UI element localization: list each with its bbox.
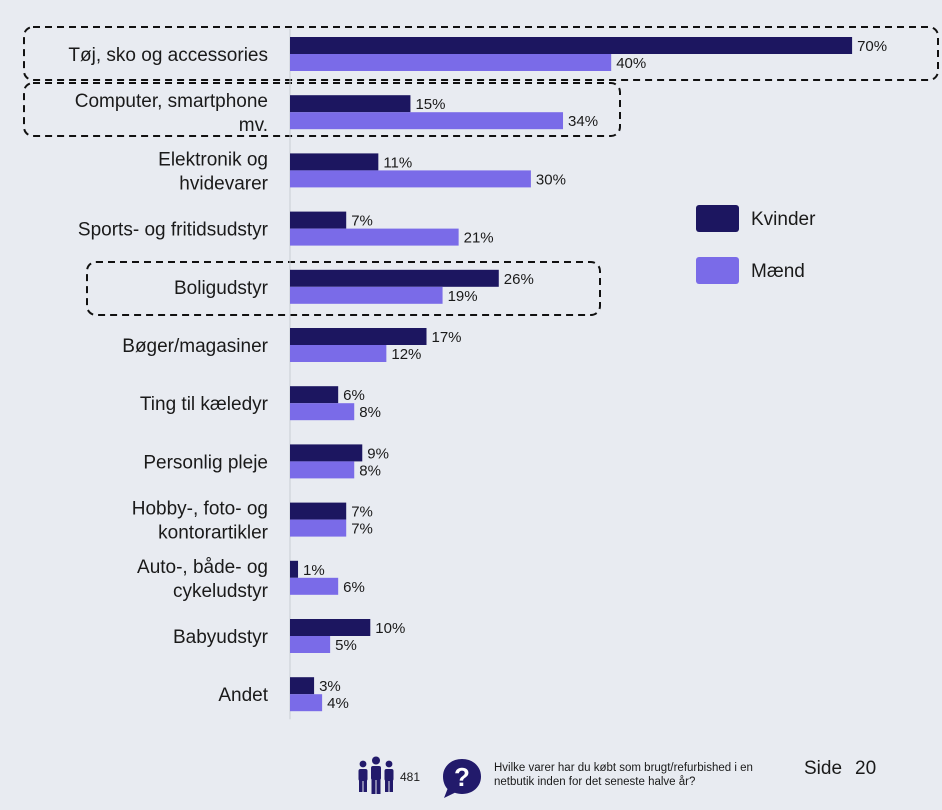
bar-kvinder bbox=[290, 37, 853, 54]
category-label: Ting til kæledyr bbox=[140, 394, 269, 415]
data-label: 34% bbox=[568, 113, 598, 130]
data-label: 9% bbox=[367, 445, 389, 462]
bar-maend bbox=[290, 636, 331, 653]
data-label: 1% bbox=[303, 562, 325, 579]
footer: 481 ? Hvilke varer har du købt som brugt… bbox=[355, 755, 915, 803]
category-label: Elektronik og hvidevarer bbox=[158, 149, 269, 194]
highlight-box bbox=[23, 26, 939, 81]
bar-maend bbox=[290, 54, 612, 71]
category-label: Sports- og fritidsudstyr bbox=[78, 220, 269, 241]
data-label: 12% bbox=[391, 346, 421, 363]
bar-kvinder bbox=[290, 386, 339, 404]
bar-maend bbox=[290, 286, 443, 304]
category-label: Computer, smartphone mv. bbox=[75, 91, 268, 136]
bar-kvinder bbox=[290, 211, 347, 229]
category-label: Boligudstyr bbox=[174, 278, 269, 299]
category-label: Andet bbox=[218, 685, 268, 706]
bar-kvinder bbox=[290, 619, 371, 636]
category-label: Hobby-, foto- og kontorartikler bbox=[132, 499, 269, 544]
data-label: 40% bbox=[616, 55, 646, 72]
bar-maend bbox=[290, 170, 531, 188]
category-labels: Tøj, sko og accessories Computer, smartph… bbox=[68, 45, 268, 706]
data-label: 15% bbox=[415, 96, 445, 113]
data-label: 21% bbox=[464, 230, 494, 247]
bar-maend bbox=[290, 694, 323, 712]
data-label: 26% bbox=[504, 271, 534, 288]
data-label: 70% bbox=[857, 38, 887, 55]
respondent-count: 481 bbox=[400, 770, 421, 784]
category-label: Bøger/magasiner bbox=[122, 336, 268, 357]
data-label: 3% bbox=[319, 678, 341, 695]
bar-kvinder bbox=[290, 502, 347, 520]
svg-text:?: ? bbox=[454, 762, 470, 792]
highlight-box bbox=[23, 82, 621, 137]
bar-maend bbox=[290, 345, 387, 362]
bar-maend bbox=[290, 519, 347, 537]
data-label: 6% bbox=[343, 579, 365, 596]
data-label: 8% bbox=[359, 462, 381, 479]
data-label: 7% bbox=[351, 521, 373, 538]
legend-label: Kvinder bbox=[751, 209, 816, 230]
page-number: 20 bbox=[855, 758, 877, 779]
data-label: 4% bbox=[327, 695, 349, 712]
category-label: Babyudstyr bbox=[173, 627, 269, 648]
bar-kvinder bbox=[290, 677, 315, 695]
bar-maend bbox=[290, 403, 355, 421]
data-label: 19% bbox=[448, 288, 478, 305]
category-label: Auto-, både- og cykeludstyr bbox=[137, 557, 269, 602]
legend-swatch bbox=[696, 205, 739, 232]
bars bbox=[290, 37, 853, 712]
data-label: 7% bbox=[351, 213, 373, 230]
bar-maend bbox=[290, 228, 459, 246]
highlight-boxes bbox=[23, 26, 939, 316]
data-label: 5% bbox=[335, 637, 357, 654]
bar-kvinder bbox=[290, 560, 299, 578]
data-label: 6% bbox=[343, 387, 365, 404]
people-icon bbox=[358, 756, 394, 794]
bar-maend bbox=[290, 112, 564, 130]
question-text: Hvilke varer har du købt som brugt/refur… bbox=[494, 762, 753, 788]
legend-label: Mænd bbox=[751, 261, 805, 282]
question-icon: ? bbox=[443, 759, 481, 798]
data-label: 7% bbox=[351, 504, 373, 521]
legend: Kvinder Mænd bbox=[696, 205, 816, 284]
bar-kvinder bbox=[290, 269, 499, 287]
highlight-box bbox=[86, 261, 601, 316]
bar-kvinder bbox=[290, 328, 427, 345]
data-label: 8% bbox=[359, 404, 381, 421]
bar-chart: Tøj, sko og accessories Computer, smartph… bbox=[23, 26, 939, 720]
category-label: Personlig pleje bbox=[143, 452, 268, 473]
page-label: Side bbox=[804, 758, 843, 779]
bar-maend bbox=[290, 461, 355, 479]
category-label: Tøj, sko og accessories bbox=[68, 45, 268, 66]
data-label: 30% bbox=[536, 171, 566, 188]
bar-kvinder bbox=[290, 95, 411, 113]
bar-maend bbox=[290, 577, 339, 595]
bar-kvinder bbox=[290, 153, 379, 171]
legend-swatch bbox=[696, 257, 739, 284]
bar-kvinder bbox=[290, 444, 363, 462]
data-label: 17% bbox=[432, 329, 462, 346]
value-labels: 70%40%15%34%11%30%7%21%26%19%17%12%6%8%9… bbox=[303, 38, 887, 712]
data-label: 11% bbox=[383, 154, 412, 171]
data-label: 10% bbox=[375, 620, 405, 637]
